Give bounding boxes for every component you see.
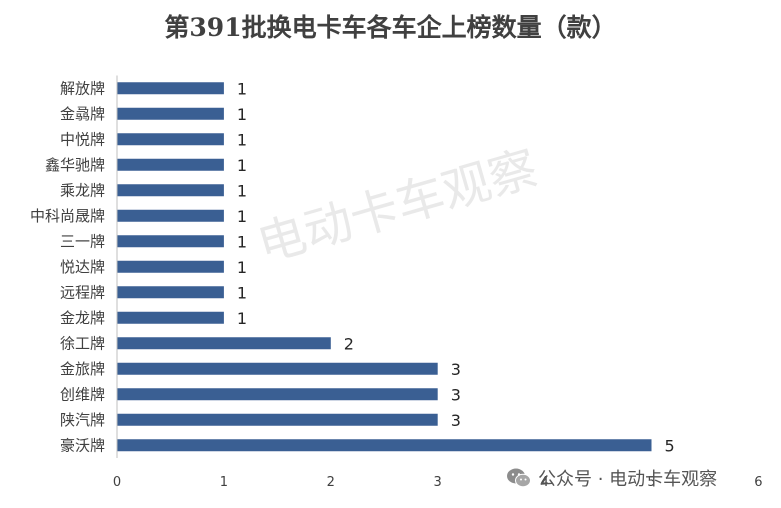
data-label: 3 — [451, 411, 461, 430]
bar — [117, 235, 224, 248]
data-label: 3 — [451, 385, 461, 404]
data-label: 1 — [237, 156, 247, 175]
data-label: 1 — [237, 181, 247, 200]
data-label: 1 — [237, 309, 247, 328]
bar — [117, 413, 438, 426]
data-label: 2 — [344, 334, 354, 353]
data-label: 3 — [451, 360, 461, 379]
category-label: 鑫华驰牌 — [45, 156, 105, 174]
bar — [117, 260, 224, 273]
category-label: 创维牌 — [60, 385, 105, 403]
category-label: 远程牌 — [60, 283, 105, 301]
category-label: 悦达牌 — [60, 258, 105, 276]
wechat-icon — [507, 468, 531, 488]
data-label: 1 — [237, 207, 247, 226]
data-label: 1 — [237, 130, 247, 149]
bar — [117, 337, 331, 350]
category-label: 金龙牌 — [60, 309, 105, 327]
x-tick-label: 5 — [647, 475, 655, 490]
data-label: 1 — [237, 258, 247, 277]
category-label: 徐工牌 — [60, 334, 105, 352]
data-label: 1 — [237, 105, 247, 124]
bar — [117, 439, 652, 452]
bar — [117, 82, 224, 95]
bar — [117, 107, 224, 120]
bar — [117, 311, 224, 324]
x-tick-label: 0 — [113, 475, 121, 490]
bar — [117, 209, 224, 222]
bar — [117, 158, 224, 171]
chart-title: 第391批换电卡车各车企上榜数量（款） — [164, 13, 617, 42]
bar — [117, 362, 438, 375]
data-label: 5 — [665, 436, 675, 455]
x-tick-label: 3 — [434, 475, 442, 490]
bar — [117, 286, 224, 299]
footer-account: 公众号 · 电动卡车观察 — [506, 464, 717, 492]
data-label: 1 — [237, 283, 247, 302]
x-tick-label: 6 — [754, 475, 762, 490]
category-label: 豪沃牌 — [60, 436, 105, 454]
category-label: 解放牌 — [60, 79, 105, 97]
category-label: 三一牌 — [60, 232, 105, 250]
category-label: 中科尚晟牌 — [30, 207, 105, 225]
bar — [117, 184, 224, 197]
category-label: 金旅牌 — [60, 360, 105, 378]
category-label: 中悦牌 — [60, 130, 105, 148]
footer-text: 公众号 · 电动卡车观察 — [538, 469, 718, 490]
bar — [117, 133, 224, 146]
category-label: 陕汽牌 — [60, 411, 105, 429]
bar — [117, 388, 438, 401]
x-tick-label: 4 — [540, 475, 548, 490]
x-tick-label: 1 — [220, 475, 228, 490]
x-tick-label: 2 — [327, 475, 335, 490]
category-label: 金骉牌 — [60, 105, 105, 123]
category-label: 乘龙牌 — [60, 181, 105, 199]
data-label: 1 — [237, 232, 247, 251]
data-label: 1 — [237, 79, 247, 98]
